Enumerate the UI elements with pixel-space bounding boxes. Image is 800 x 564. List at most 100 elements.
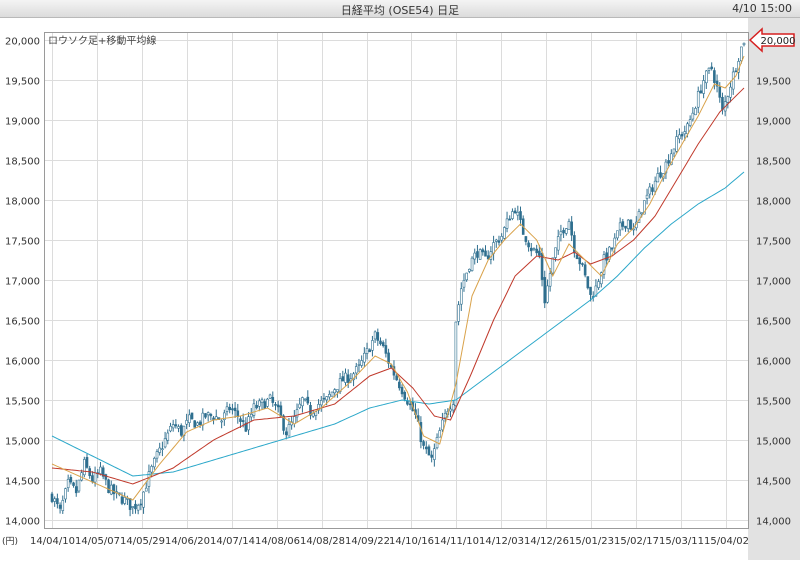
candle-body	[83, 459, 86, 476]
candle-body	[651, 187, 654, 192]
candle-body	[293, 416, 296, 425]
candle-body	[508, 218, 512, 221]
candle-body	[629, 219, 633, 230]
candle-body	[465, 272, 468, 281]
candle-body	[150, 466, 153, 473]
candle-body	[379, 340, 382, 345]
candle-body	[287, 424, 291, 437]
candle-body	[174, 424, 178, 427]
candle-body	[322, 397, 326, 400]
candle-body	[346, 374, 350, 383]
y-tick-label-right: 19,000	[756, 117, 791, 128]
y-tick-label-right: 15,500	[756, 397, 791, 408]
y-tick-label-right: 18,500	[756, 157, 791, 168]
candle-body	[505, 218, 509, 229]
y-tick-label-right: 14,500	[756, 477, 791, 488]
y-tick-label-right: 15,000	[756, 437, 791, 448]
candle-body	[562, 229, 565, 234]
candle-body	[220, 420, 223, 423]
candle-body	[468, 268, 471, 272]
candle-body	[546, 285, 549, 303]
candle-body	[206, 412, 210, 416]
candle-body	[443, 412, 447, 419]
candle-body	[188, 414, 191, 423]
candle-body	[586, 276, 590, 289]
last-price-label: 20,000	[761, 36, 796, 47]
candle-body	[268, 394, 272, 399]
moving-average-short	[51, 55, 745, 501]
candle-body	[705, 70, 708, 84]
candle-body	[621, 221, 625, 227]
candle-body	[201, 412, 205, 426]
candle-body	[403, 391, 407, 400]
candle-body	[648, 186, 652, 195]
candle-body	[233, 407, 237, 412]
candle-body	[271, 397, 275, 403]
candle-body	[454, 321, 458, 406]
candle-body	[715, 80, 719, 87]
candle-body	[694, 108, 697, 116]
candle-body	[540, 252, 544, 280]
candle-body	[476, 251, 479, 258]
candle-body	[594, 285, 598, 297]
x-tick-label: 14/10/16	[389, 536, 434, 547]
x-tick-label: 15/04/02	[704, 536, 749, 547]
candle-body	[309, 405, 312, 416]
candle-body	[58, 504, 62, 509]
x-tick-label: 14/08/06	[255, 536, 300, 547]
candle-body	[69, 477, 73, 483]
candle-body	[610, 247, 614, 250]
candle-body	[91, 475, 94, 483]
candle-body	[578, 257, 582, 265]
candle-body	[438, 430, 442, 438]
candle-body	[50, 493, 54, 502]
candle-body	[134, 503, 137, 510]
candle-body	[344, 372, 347, 383]
candle-body	[731, 71, 735, 90]
candle-body	[384, 345, 388, 354]
candle-body	[516, 211, 520, 216]
candle-body	[486, 255, 490, 260]
y-tick-label-right: 16,500	[756, 317, 791, 328]
candle-body	[462, 280, 466, 288]
y-tick-label-left: 14,500	[5, 477, 40, 488]
candle-body	[263, 401, 267, 409]
x-tick-label: 14/12/03	[479, 536, 524, 547]
y-tick-label-right: 17,500	[756, 237, 791, 248]
candle-body	[616, 230, 619, 239]
candle-body	[556, 236, 560, 251]
candle-body	[260, 399, 264, 404]
candle-body	[449, 408, 452, 412]
candle-body	[659, 172, 662, 178]
candle-body	[567, 221, 571, 230]
candle-body	[258, 400, 261, 407]
y-tick-label-right: 18,000	[756, 197, 791, 208]
candle-body	[427, 446, 431, 456]
candle-body	[93, 472, 97, 483]
chart-frame: 14,000 14,000 14,500 14,500 15,000 15,000 15,5…	[0, 18, 800, 560]
candle-body	[171, 424, 175, 429]
candle-body	[295, 409, 299, 418]
x-tick-label: 14/08/28	[300, 536, 345, 547]
candle-body	[503, 227, 506, 239]
candle-body	[209, 414, 213, 417]
candle-body	[678, 134, 681, 140]
candle-body	[365, 348, 369, 354]
candle-body	[325, 396, 328, 401]
candle-body	[303, 398, 307, 401]
candle-body	[99, 466, 102, 474]
y-tick-label-left: 20,000	[5, 37, 40, 48]
candle-body	[573, 235, 576, 254]
candle-body	[196, 422, 199, 426]
candle-body	[643, 200, 646, 215]
candle-body	[371, 340, 374, 351]
x-tick-label: 14/05/29	[120, 536, 165, 547]
candle-body	[675, 136, 678, 152]
candle-body	[500, 236, 503, 241]
candle-body	[589, 286, 592, 295]
legend-label: ロウソク足+移動平均線	[48, 34, 156, 47]
candle-body	[740, 46, 743, 62]
candle-body	[314, 411, 318, 416]
candle-body	[532, 248, 536, 250]
candle-body	[142, 491, 145, 508]
